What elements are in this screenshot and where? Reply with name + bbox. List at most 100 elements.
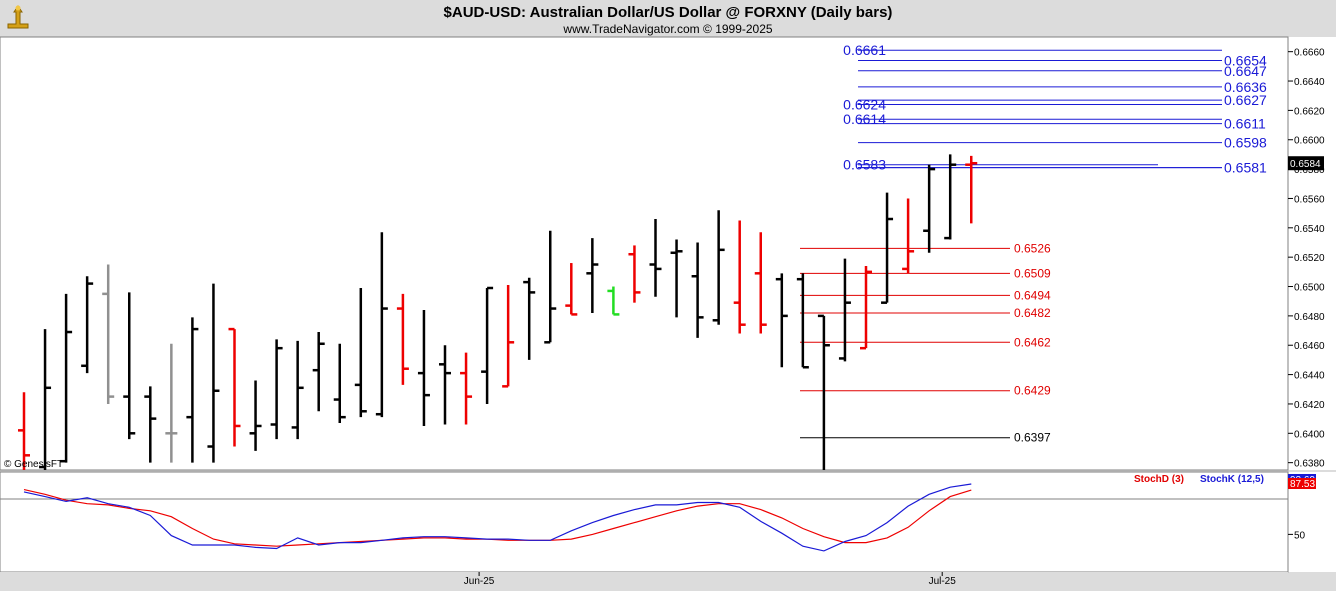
x-axis: Jun-25 Jul-25: [464, 572, 956, 587]
ohlc-bar: [881, 192, 894, 304]
ohlc-bar: [270, 339, 283, 440]
logo-icon: [2, 2, 34, 34]
ohlc-bar: [333, 343, 346, 424]
y-tick-label: 0.6540: [1294, 224, 1325, 235]
ohlc-bar: [249, 380, 262, 451]
stoch-series-line: [23, 483, 972, 552]
ohlc-bar: [775, 273, 788, 368]
level-label: 0.6614: [843, 111, 886, 127]
ohlc-bar: [186, 317, 199, 463]
ohlc-bar: [39, 329, 52, 470]
ohlc-bar: [228, 327, 241, 447]
y-tick-label: 0.6620: [1294, 106, 1325, 117]
level-label: 0.6482: [1014, 306, 1051, 320]
stochd-last-value: 87.53: [1290, 479, 1315, 490]
ohlc-bar: [923, 164, 936, 253]
y-tick-label: 0.6500: [1294, 283, 1325, 294]
price-bars: [18, 154, 978, 470]
ohlc-bar: [860, 265, 872, 350]
genesis-copyright: © GenesisFT: [4, 459, 63, 470]
ohlc-bar: [165, 343, 178, 463]
level-label: 0.6624: [843, 97, 886, 113]
ohlc-bar: [691, 242, 704, 338]
price-y-axis: 0.6660 0.6640 0.6620 0.6600 0.6580 0.6560 0.65…: [1288, 48, 1325, 470]
chart-title: $AUD-USD: Australian Dollar/US Dollar @ …: [444, 4, 893, 21]
price-axis-area: [1288, 37, 1336, 470]
level-label: 0.6583: [843, 157, 886, 173]
ohlc-bar: [375, 232, 388, 418]
stoch-lines: [23, 483, 972, 552]
level-label: 0.6509: [1014, 266, 1051, 280]
ohlc-bar: [628, 245, 641, 303]
level-label: 0.6397: [1014, 431, 1051, 445]
stoch-y-axis: 50: [1288, 530, 1306, 541]
ohlc-bar: [944, 154, 957, 240]
ohlc-bar: [523, 277, 536, 360]
ohlc-bar: [712, 210, 725, 325]
ohlc-bar: [18, 392, 30, 470]
level-label: 0.6494: [1014, 288, 1051, 302]
x-tick-label: Jun-25: [464, 576, 495, 587]
ohlc-bar: [460, 352, 473, 425]
legend-stochd: StochD (3): [1134, 474, 1184, 485]
y-tick-label: 0.6440: [1294, 371, 1325, 382]
y-tick-label: 0.6460: [1294, 341, 1325, 352]
ohlc-bar: [417, 310, 430, 426]
level-label: 0.6598: [1224, 135, 1267, 151]
y-tick-label: 0.6560: [1294, 194, 1325, 205]
ohlc-bar: [754, 232, 767, 334]
level-label: 0.6581: [1224, 160, 1267, 176]
y-tick-label: 0.6660: [1294, 48, 1325, 59]
ohlc-bar: [965, 155, 978, 224]
ohlc-bar: [312, 332, 325, 412]
last-price-label: 0.6584: [1290, 159, 1321, 170]
ohlc-bar: [396, 293, 409, 385]
level-label: 0.6429: [1014, 384, 1051, 398]
y-tick-label: 0.6640: [1294, 77, 1325, 88]
ohlc-bar: [439, 345, 451, 425]
ohlc-bar: [565, 263, 578, 316]
ohlc-bar: [838, 258, 851, 362]
stoch-plot-area[interactable]: [0, 471, 1289, 573]
ohlc-bar: [102, 264, 115, 404]
ohlc-bar: [354, 287, 367, 418]
ohlc-bar: [586, 238, 599, 313]
x-axis-area: [0, 572, 1288, 591]
level-label: 0.6611: [1224, 116, 1266, 132]
level-label: 0.6627: [1224, 92, 1267, 108]
ohlc-bar: [733, 220, 746, 334]
x-tick-label: Jul-25: [929, 576, 957, 587]
y-tick-label: 0.6580: [1294, 165, 1325, 176]
stoch-last-values: 92.69 87.53: [1288, 474, 1316, 490]
ohlc-bar: [649, 219, 662, 297]
level-label: 0.6526: [1014, 241, 1051, 255]
ohlc-bar: [502, 285, 515, 388]
legend-stochk: StochK (12,5): [1200, 474, 1264, 485]
ohlc-bar: [481, 286, 494, 404]
chart-subtitle: www.TradeNavigator.com © 1999-2025: [562, 22, 772, 36]
level-label: 0.6654: [1224, 52, 1267, 68]
y-tick-label: 0.6400: [1294, 429, 1325, 440]
ohlc-bar: [207, 283, 220, 463]
level-label: 0.6636: [1224, 79, 1267, 95]
level-label: 0.6462: [1014, 335, 1051, 349]
y-tick-label: 0.6480: [1294, 312, 1325, 323]
ohlc-bar: [144, 386, 157, 463]
y-tick-label: 0.6420: [1294, 400, 1325, 411]
ohlc-bar: [607, 286, 620, 316]
last-price-marker: 0.6584: [1288, 156, 1324, 171]
level-label: 0.6661: [843, 42, 886, 58]
y-tick-label: 0.6380: [1294, 459, 1325, 470]
ohlc-bar: [291, 340, 304, 440]
y-tick-label: 0.6520: [1294, 253, 1325, 264]
ohlc-bar: [60, 293, 73, 463]
level-label: 0.6647: [1224, 63, 1267, 79]
ohlc-bar: [902, 198, 915, 274]
y-tick-label: 0.6600: [1294, 136, 1325, 147]
ohlc-bar: [81, 276, 94, 374]
ohlc-bar: [544, 230, 557, 344]
ohlc-bar: [817, 314, 830, 470]
ohlc-bar: [796, 273, 809, 369]
ohlc-bar: [670, 239, 683, 318]
